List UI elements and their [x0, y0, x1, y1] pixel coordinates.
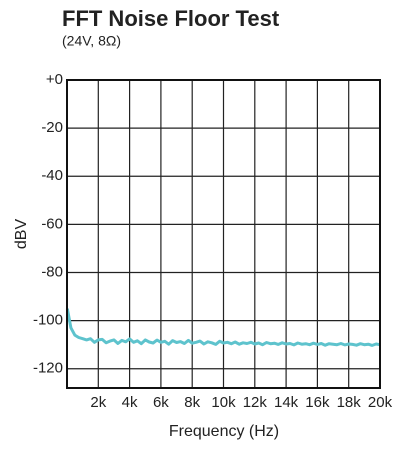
x-tick-label: 14k	[274, 394, 299, 411]
chart-subtitle: (24V, 8Ω)	[62, 33, 121, 49]
chart-title: FFT Noise Floor Test	[62, 6, 280, 31]
y-tick-label: +0	[46, 71, 63, 88]
x-tick-label: 16k	[305, 394, 330, 411]
y-tick-label: -20	[41, 119, 63, 136]
y-tick-label: -60	[41, 215, 63, 232]
x-tick-label: 8k	[184, 394, 200, 411]
x-tick-label: 18k	[337, 394, 362, 411]
y-tick-label: -40	[41, 167, 63, 184]
y-axis-label: dBV	[13, 219, 30, 250]
plot-border	[66, 79, 381, 389]
y-tick-label: -80	[41, 263, 63, 280]
x-tick-label: 10k	[211, 394, 236, 411]
data-line	[65, 308, 381, 347]
y-tick-label: -100	[33, 312, 63, 329]
x-tick-label: 6k	[153, 394, 169, 411]
x-tick-label: 12k	[243, 394, 268, 411]
x-tick-label: 2k	[90, 394, 106, 411]
x-tick-label: 20k	[368, 394, 393, 411]
y-tick-label: -120	[33, 360, 63, 377]
x-tick-label: 4k	[122, 394, 138, 411]
x-axis-label: Frequency (Hz)	[169, 423, 279, 440]
